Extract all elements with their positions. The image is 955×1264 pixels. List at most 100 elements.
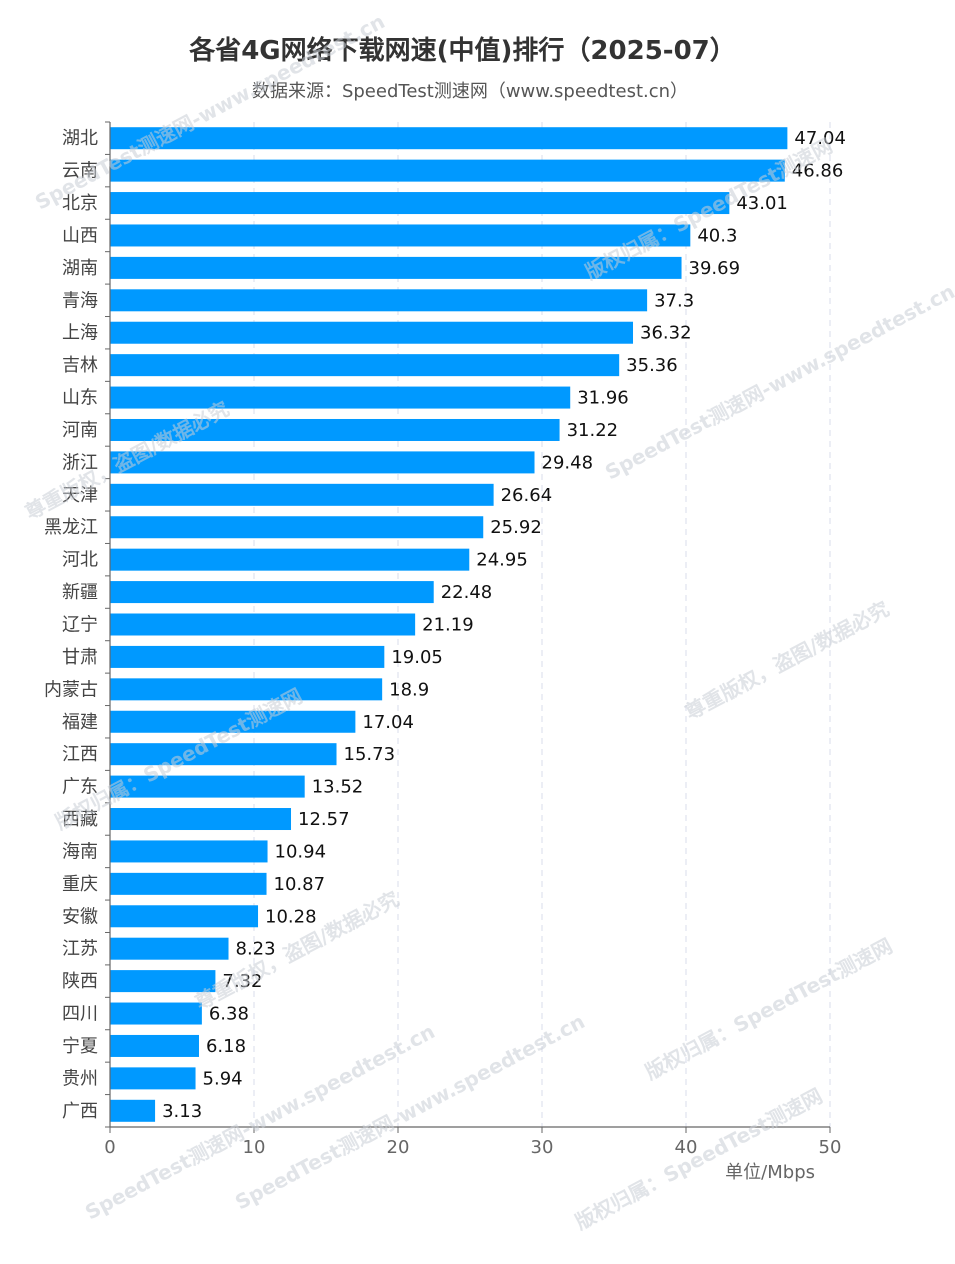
value-label-河南: 31.22 [567,420,619,441]
bar-甘肃 [110,645,385,668]
unit-label: 单位/Mbps [725,1162,815,1183]
category-label-云南: 云南 [62,161,98,182]
bar-新疆 [110,581,434,604]
bar-西藏 [110,808,292,831]
bar-青海 [110,289,648,312]
value-label-浙江: 29.48 [542,452,594,473]
bar-四川 [110,1002,202,1025]
category-label-黑龙江: 黑龙江 [44,517,98,538]
bar-上海 [110,321,634,344]
value-label-新疆: 22.48 [441,582,493,603]
value-label-湖南: 39.69 [689,258,741,279]
watermark: 版权归属：SpeedTest测速网 [571,1084,826,1235]
bar-广西 [110,1099,156,1122]
bar-山西 [110,224,691,247]
category-label-内蒙古: 内蒙古 [44,679,98,700]
bar-重庆 [110,872,267,895]
x-tick-label-0: 0 [104,1137,115,1158]
value-label-黑龙江: 25.92 [490,517,542,538]
bar-山东 [110,386,571,409]
category-label-福建: 福建 [62,712,98,733]
bar-天津 [110,483,494,506]
category-label-海南: 海南 [62,841,98,862]
bar-湖北 [110,127,788,150]
category-label-湖南: 湖南 [62,258,98,279]
value-label-甘肃: 19.05 [391,647,443,668]
value-label-陕西: 7.32 [222,971,262,992]
bar-吉林 [110,354,620,377]
category-label-湖北: 湖北 [62,128,98,149]
chart-subtitle: 数据来源：SpeedTest测速网（www.speedtest.cn） [251,81,689,102]
category-label-重庆: 重庆 [62,874,98,895]
value-label-四川: 6.38 [209,1004,249,1025]
value-label-湖北: 47.04 [794,128,846,149]
value-label-重庆: 10.87 [274,874,326,895]
category-label-四川: 四川 [62,1004,98,1025]
value-label-辽宁: 21.19 [422,615,474,636]
x-tick-label-30: 30 [531,1137,554,1158]
value-label-海南: 10.94 [275,841,327,862]
category-label-北京: 北京 [62,193,98,214]
category-label-天津: 天津 [62,485,98,506]
watermark: 版权归属：SpeedTest测速网 [641,934,896,1085]
category-label-山东: 山东 [62,388,98,409]
category-label-贵州: 贵州 [62,1068,98,1089]
category-label-安徽: 安徽 [62,906,98,927]
value-label-青海: 37.3 [654,290,694,311]
value-label-福建: 17.04 [362,712,414,733]
bar-陕西 [110,970,216,993]
value-label-广西: 3.13 [162,1101,202,1122]
category-label-河南: 河南 [62,420,98,441]
category-label-广西: 广西 [62,1101,98,1122]
bar-海南 [110,840,268,863]
value-label-河北: 24.95 [476,550,528,571]
axes [105,121,831,1133]
bar-湖南 [110,256,682,279]
category-label-新疆: 新疆 [62,582,98,603]
category-label-广东: 广东 [62,777,98,798]
x-tick-label-40: 40 [675,1137,698,1158]
category-label-上海: 上海 [62,323,98,344]
labels: 0 10 20 30 40 50 湖北 47.04 云南 46.86 北京 43.01 山西 40.3 湖南… [44,128,846,1183]
category-label-青海: 青海 [62,290,98,311]
bar-江西 [110,743,337,766]
value-label-江苏: 8.23 [236,939,276,960]
value-label-吉林: 35.36 [626,355,678,376]
category-label-宁夏: 宁夏 [62,1036,98,1057]
bar-贵州 [110,1067,196,1090]
bar-内蒙古 [110,678,383,701]
value-label-北京: 43.01 [736,193,788,214]
watermark: SpeedTest测速网-www.speedtest.cn [31,9,389,214]
category-label-江苏: 江苏 [62,939,98,960]
value-label-内蒙古: 18.9 [389,679,429,700]
x-tick-label-20: 20 [387,1137,410,1158]
chart-title: 各省4G网络下载网速(中值)排行（2025-07） [189,36,736,66]
value-label-宁夏: 6.18 [206,1036,246,1057]
value-label-西藏: 12.57 [298,809,350,830]
value-label-贵州: 5.94 [203,1068,243,1089]
category-label-陕西: 陕西 [62,971,98,992]
x-tick-label-50: 50 [819,1137,842,1158]
category-label-辽宁: 辽宁 [62,615,98,636]
bars [110,127,788,1122]
category-label-山西: 山西 [62,225,98,246]
bar-河北 [110,548,470,571]
bar-福建 [110,710,356,733]
bar-河南 [110,418,560,441]
category-label-浙江: 浙江 [62,452,98,473]
value-label-江西: 15.73 [344,744,396,765]
bar-北京 [110,192,730,215]
value-label-天津: 26.64 [501,485,553,506]
value-label-云南: 46.86 [792,161,844,182]
value-label-广东: 13.52 [312,777,364,798]
category-label-甘肃: 甘肃 [62,647,98,668]
bar-辽宁 [110,613,416,636]
x-tick-label-10: 10 [243,1137,266,1158]
category-label-江西: 江西 [62,744,98,765]
category-label-河北: 河北 [62,550,98,571]
value-label-山西: 40.3 [697,225,737,246]
category-label-西藏: 西藏 [62,809,98,830]
value-label-安徽: 10.28 [265,906,317,927]
watermark: 尊重版权，盗图/数据必究 [681,597,893,725]
